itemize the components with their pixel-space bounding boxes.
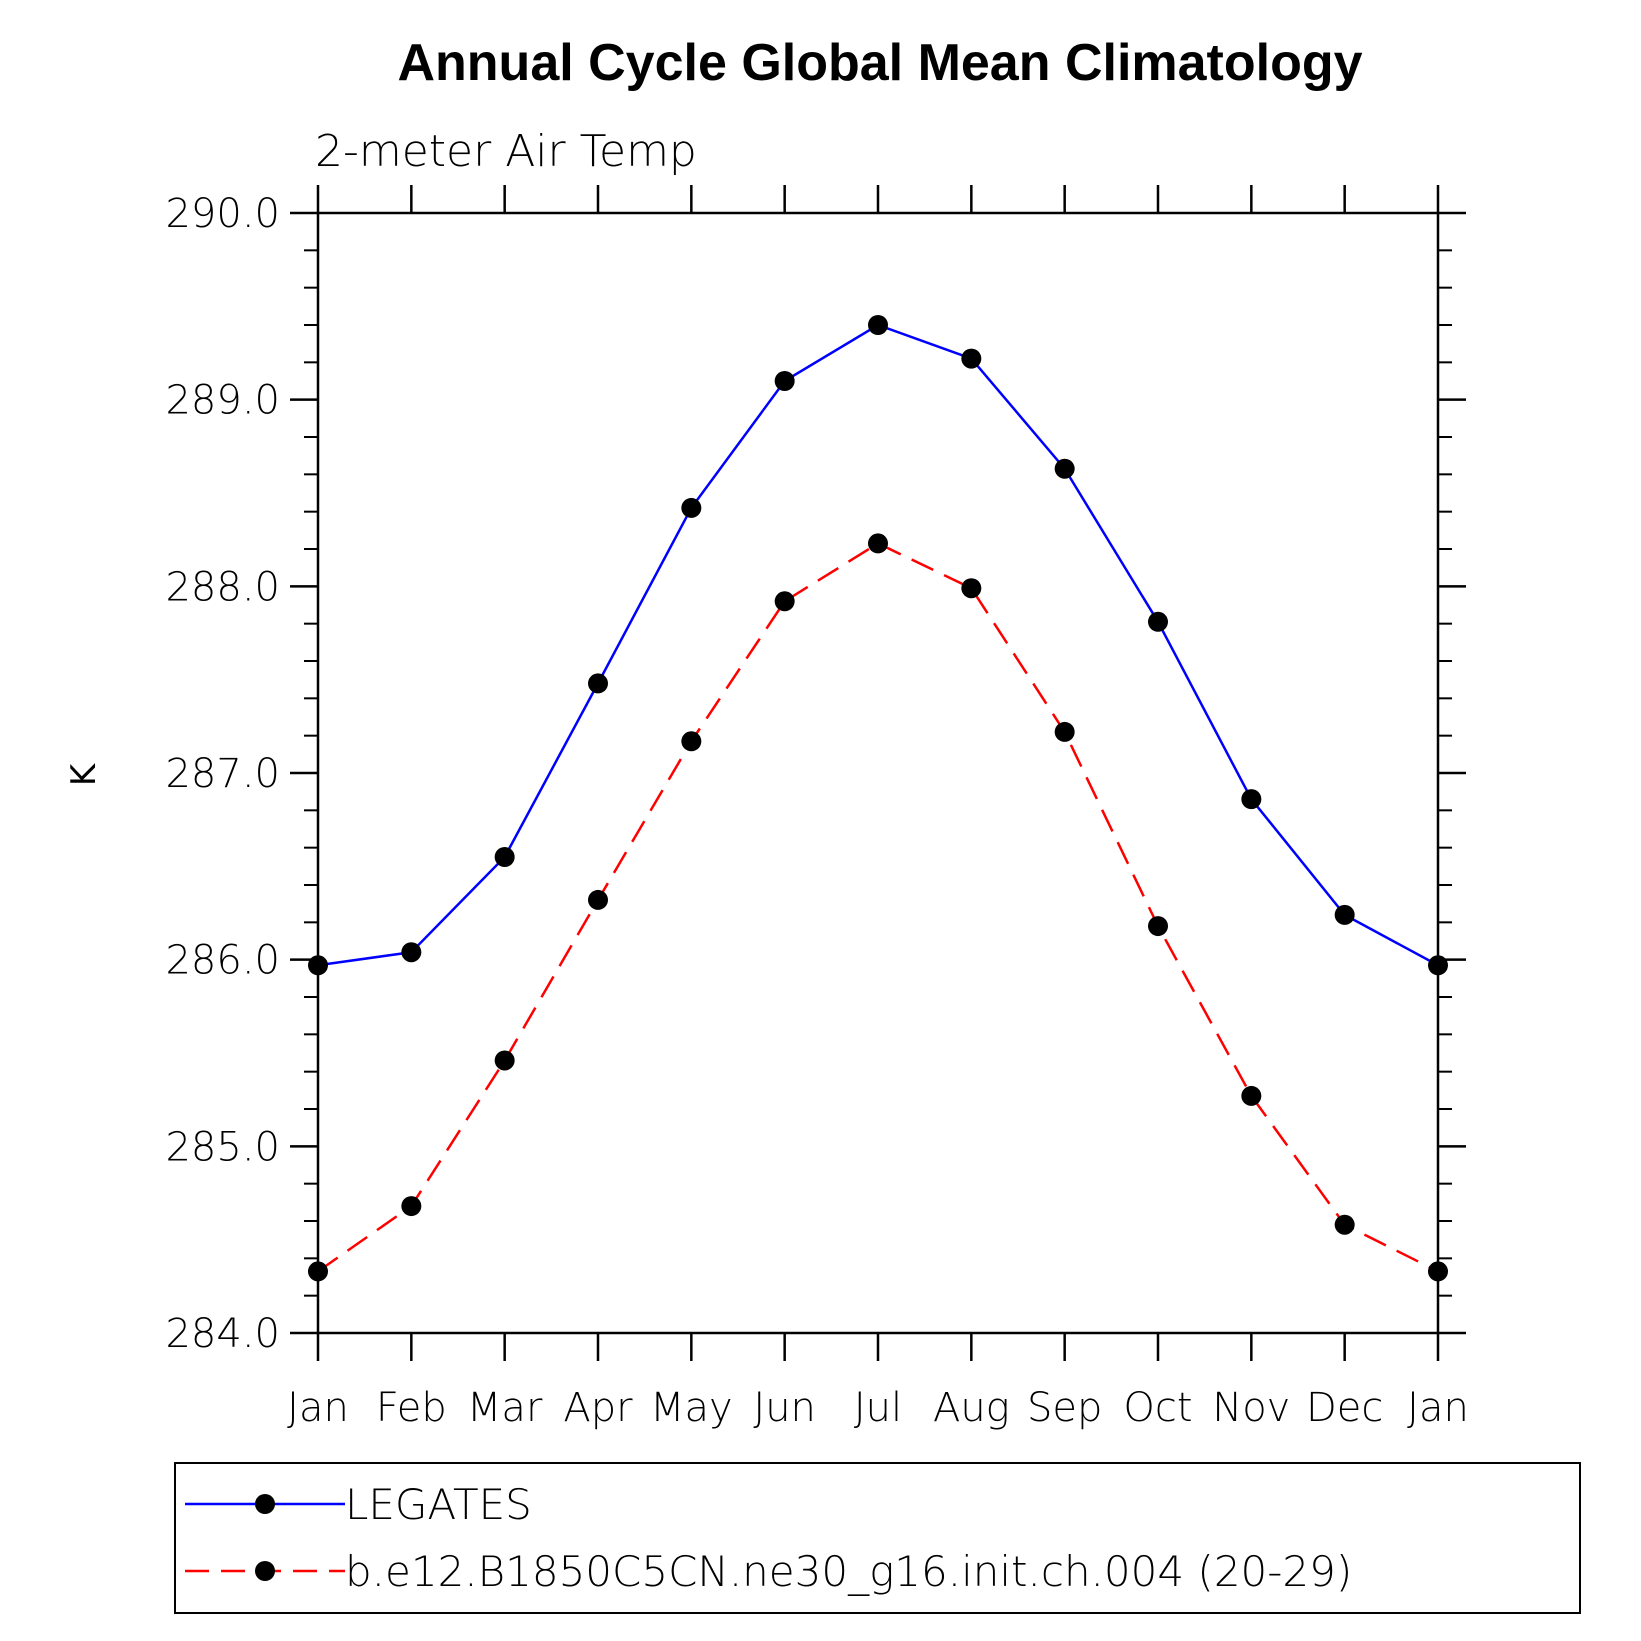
legend: LEGATES b.e12.B1850C5CN.ne30_g16.init.ch.…	[174, 1462, 1581, 1614]
x-tick-label: Dec	[1306, 1385, 1383, 1431]
data-point	[774, 591, 795, 612]
data-point	[1148, 611, 1168, 632]
axis-ticks: 284.0 285.0 286.0 287.0 288.0 289.0 290.0 Jan Fe…	[165, 185, 1469, 1431]
data-point	[494, 1050, 515, 1071]
x-tick-label: Oct	[1123, 1385, 1192, 1431]
x-tick-label: Sep	[1027, 1385, 1102, 1431]
legend-entry-label: b.e12.B1850C5CN.ne30_g16.init.ch.004 (20…	[345, 1547, 1352, 1596]
x-tick-label: Jan	[287, 1385, 349, 1431]
y-tick-label: 288.0	[165, 564, 280, 610]
data-point	[1241, 789, 1262, 810]
data-point	[588, 673, 608, 694]
chart-title: Annual Cycle Global Mean Climatology	[397, 34, 1362, 92]
data-point	[1148, 916, 1168, 937]
x-tick-label: Jan	[1407, 1385, 1469, 1431]
legend-box	[174, 1462, 1581, 1614]
y-axis-label: K	[64, 762, 104, 786]
data-point	[1054, 458, 1075, 479]
x-tick-label: Jun	[753, 1385, 816, 1431]
data-point	[961, 578, 982, 599]
data-point	[401, 1196, 422, 1217]
y-tick-label: 285.0	[165, 1124, 280, 1170]
data-point	[494, 847, 515, 867]
chart-subtitle: 2-meter Air Temp	[315, 126, 697, 177]
series-lines	[308, 315, 1448, 1282]
x-tick-label: Aug	[933, 1385, 1010, 1431]
data-point	[681, 731, 702, 752]
x-tick-label: Apr	[563, 1385, 633, 1431]
x-tick-label: May	[650, 1385, 733, 1431]
data-point	[681, 497, 702, 518]
x-tick-label: Feb	[376, 1385, 447, 1431]
data-point	[1334, 1214, 1355, 1235]
y-tick-label: 289.0	[165, 378, 280, 424]
y-tick-label: 286.0	[165, 938, 280, 984]
plot-frame	[316, 211, 1440, 1335]
data-point	[868, 315, 888, 335]
data-point	[1334, 904, 1355, 925]
legend-swatch-marker	[255, 1494, 275, 1514]
y-tick-label: 287.0	[165, 751, 280, 797]
y-tick-label: 290.0	[165, 191, 280, 237]
x-tick-label: Mar	[467, 1385, 543, 1431]
x-tick-label: Nov	[1212, 1385, 1290, 1431]
y-tick-label: 284.0	[165, 1311, 280, 1357]
data-point	[1241, 1085, 1262, 1106]
data-point	[1054, 721, 1075, 742]
legend-swatch-marker	[255, 1561, 275, 1581]
series-line-1	[317, 541, 1439, 1273]
x-tick-label: Jul	[854, 1385, 902, 1431]
data-point	[868, 533, 888, 554]
data-point	[588, 889, 608, 910]
data-point	[961, 348, 982, 369]
data-point	[774, 371, 795, 391]
legend-entry-label: LEGATES	[345, 1480, 532, 1529]
series-line-0	[317, 323, 1439, 967]
data-point	[401, 942, 422, 963]
